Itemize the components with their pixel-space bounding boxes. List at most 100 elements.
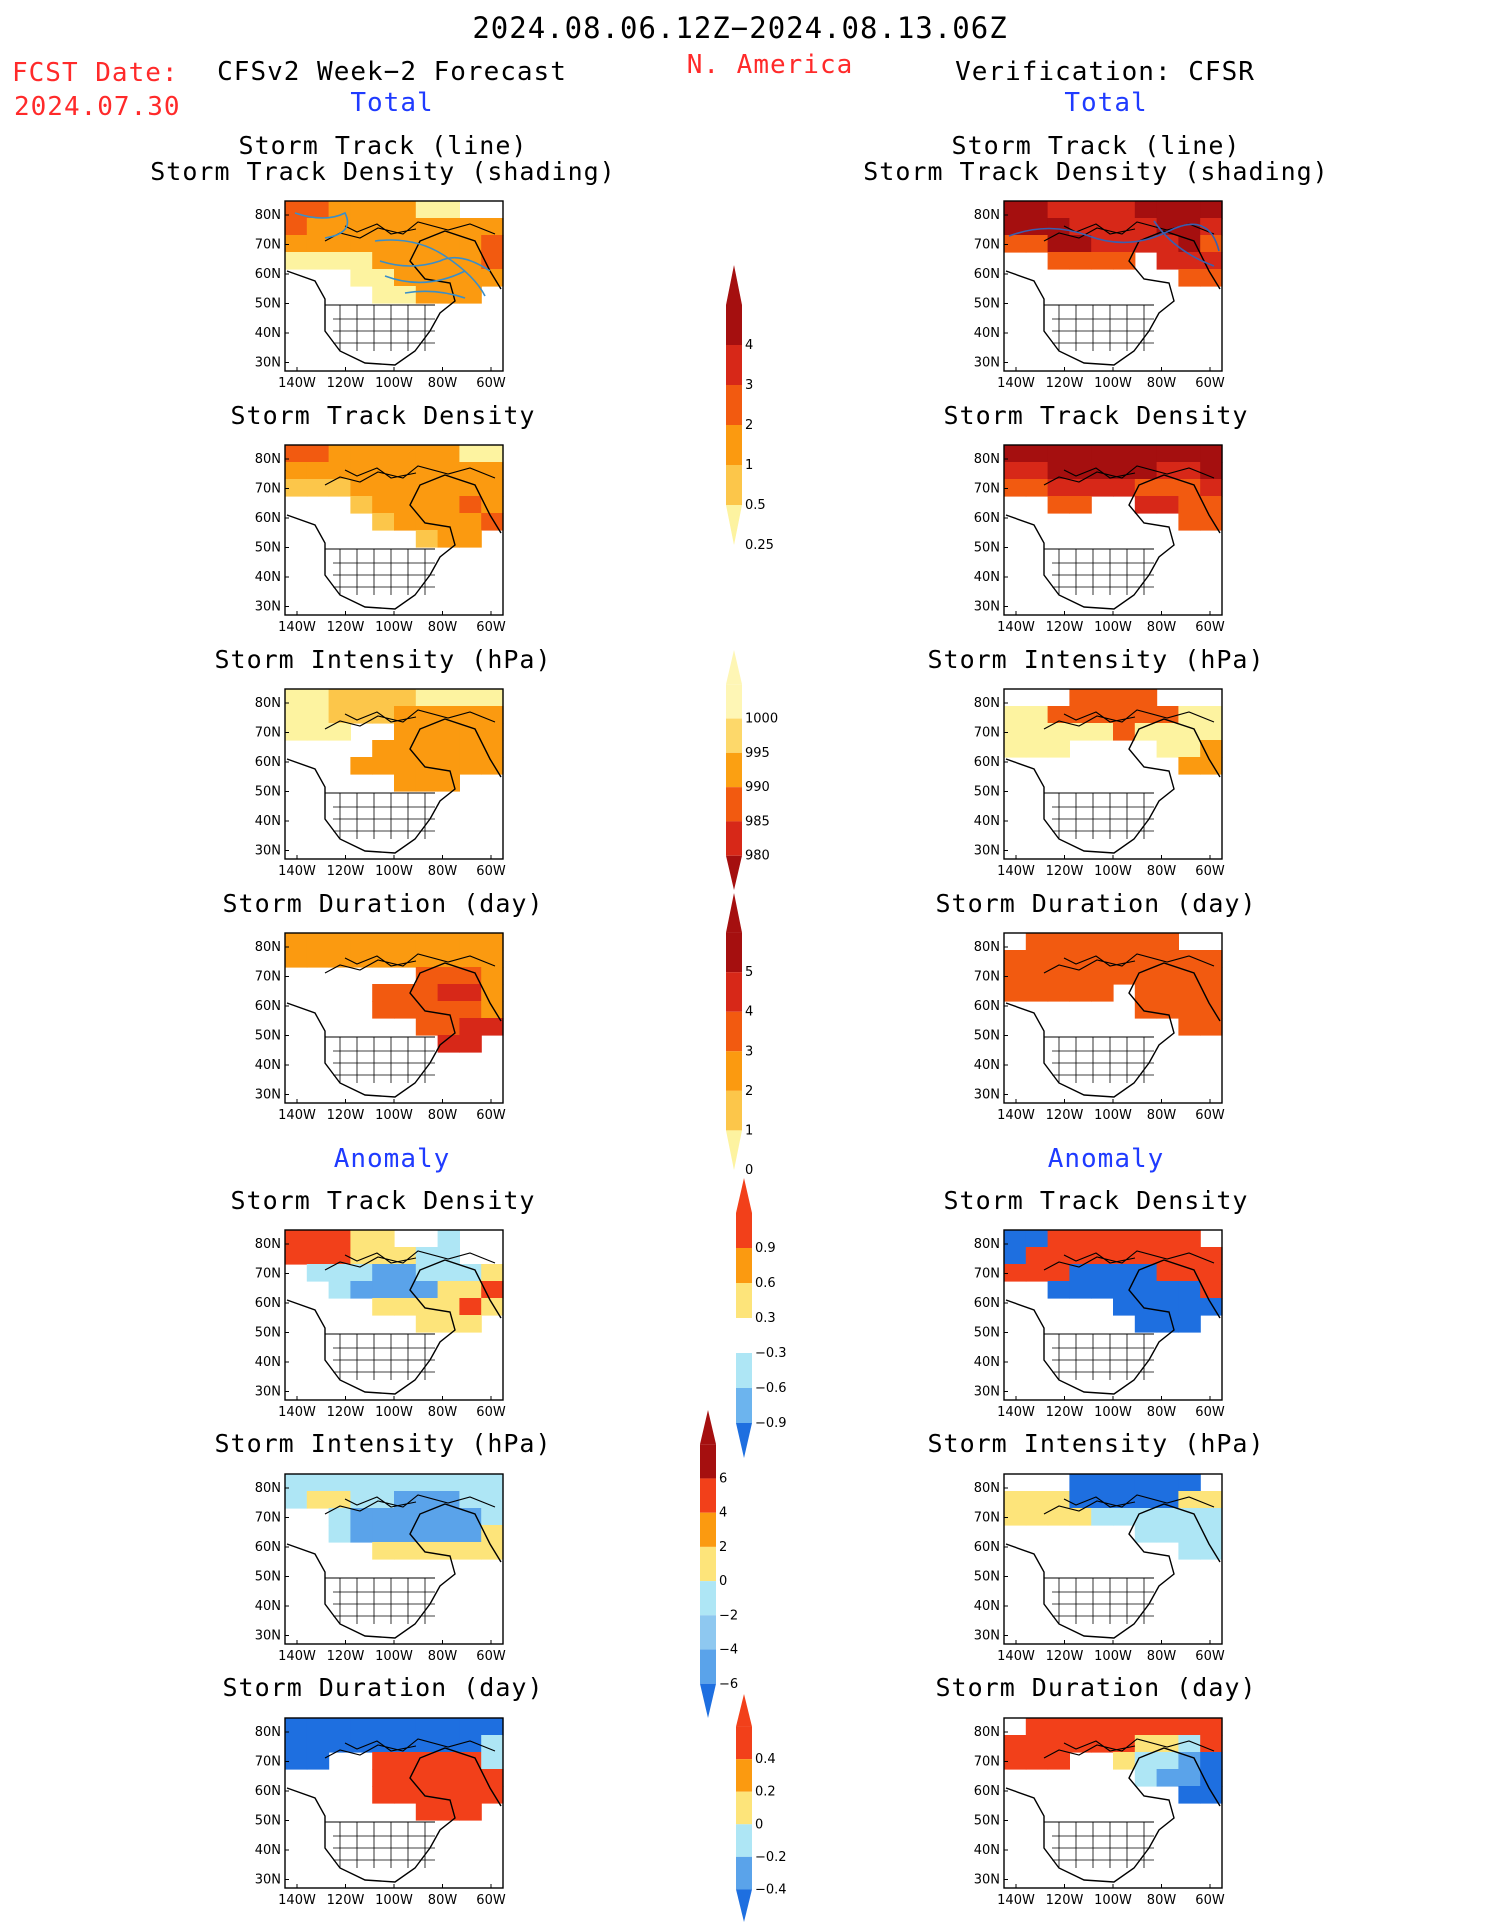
heat-cell bbox=[1047, 1264, 1070, 1282]
heat-cell bbox=[459, 984, 482, 1002]
heat-cell bbox=[372, 1542, 395, 1560]
heat-cell bbox=[459, 1769, 482, 1787]
heat-cell bbox=[394, 740, 417, 758]
heat-cell bbox=[1025, 479, 1049, 497]
lon-tick-label: 100W bbox=[375, 1893, 413, 1908]
heat-cell bbox=[1156, 1298, 1179, 1316]
heat-cell bbox=[1156, 1718, 1179, 1736]
panel-title: Storm Track Density bbox=[230, 1186, 536, 1215]
heat-cell bbox=[1069, 689, 1092, 707]
colorbar-cell bbox=[726, 684, 742, 719]
lon-tick-label: 60W bbox=[476, 1893, 506, 1908]
lat-tick-label: 70N bbox=[255, 1267, 281, 1282]
heat-cell bbox=[1200, 757, 1223, 775]
heat-cell bbox=[481, 1786, 504, 1804]
heat-cell bbox=[1178, 513, 1201, 531]
heat-cell bbox=[1047, 218, 1070, 236]
heat-cell bbox=[372, 933, 395, 951]
heat-cell bbox=[372, 479, 395, 497]
heat-cell bbox=[437, 1769, 460, 1787]
heat-cell bbox=[350, 1230, 373, 1248]
heat-cell bbox=[1091, 445, 1114, 463]
lat-tick-label: 50N bbox=[255, 297, 281, 312]
heat-cell bbox=[328, 950, 351, 968]
heat-cell bbox=[1069, 1230, 1092, 1248]
heat-cell bbox=[394, 218, 417, 236]
heat-cell bbox=[328, 723, 351, 741]
heat-cell bbox=[459, 462, 482, 480]
lon-tick-label: 140W bbox=[278, 1108, 316, 1123]
lat-tick-label: 30N bbox=[974, 844, 1000, 859]
heat-cell bbox=[1134, 1718, 1158, 1736]
colorbar-cell bbox=[726, 305, 742, 345]
lon-tick-label: 140W bbox=[997, 1108, 1035, 1123]
panel-title: Storm Duration (day) bbox=[935, 1673, 1257, 1702]
heat-cell bbox=[1134, 1230, 1158, 1248]
heat-cell bbox=[285, 218, 308, 236]
heat-cell bbox=[1047, 984, 1070, 1002]
colorbar-density_anom: 0.9 0.6 0.3 −0.3 −0.6 −0.9 bbox=[736, 1178, 787, 1458]
colorbar-label: 0.4 bbox=[755, 1752, 776, 1767]
fcst-date-label: FCST Date: bbox=[12, 58, 179, 88]
heat-cell bbox=[1069, 1508, 1092, 1526]
heat-cell bbox=[1004, 950, 1027, 968]
heat-cell bbox=[1134, 1769, 1158, 1787]
coastline bbox=[286, 474, 502, 610]
heat-cell bbox=[459, 950, 482, 968]
lat-tick-label: 70N bbox=[255, 1511, 281, 1526]
heat-cell bbox=[415, 933, 439, 951]
heat-cell bbox=[1156, 1508, 1179, 1526]
panel-title: Storm Duration (day) bbox=[222, 1673, 544, 1702]
heat-cell bbox=[1091, 1508, 1114, 1526]
arctic-islands bbox=[324, 953, 496, 974]
heat-cell bbox=[459, 933, 482, 951]
heat-cell bbox=[1069, 252, 1092, 270]
lat-tick-label: 70N bbox=[974, 1755, 1000, 1770]
lon-tick-label: 80W bbox=[428, 376, 458, 391]
lat-tick-label: 40N bbox=[255, 570, 281, 585]
lat-tick-label: 80N bbox=[974, 208, 1000, 223]
heat-cell bbox=[1178, 218, 1201, 236]
heat-cell bbox=[306, 723, 330, 741]
colorbar-label: 0.2 bbox=[755, 1785, 776, 1800]
lon-tick-label: 120W bbox=[327, 1649, 365, 1664]
colorbar-label: 5 bbox=[745, 965, 753, 980]
heat-cell bbox=[1178, 1315, 1201, 1333]
heat-cell bbox=[415, 286, 439, 304]
colorbar-label: 0.5 bbox=[745, 498, 766, 513]
colorbar-label: −0.4 bbox=[755, 1882, 787, 1897]
heat-cell bbox=[394, 235, 417, 253]
heat-cell bbox=[1025, 201, 1049, 219]
heat-cell bbox=[1025, 1735, 1049, 1753]
heat-cell bbox=[1047, 1491, 1070, 1509]
heat-cell bbox=[372, 218, 395, 236]
heat-cell bbox=[1113, 235, 1136, 253]
heat-cell bbox=[372, 1718, 395, 1736]
heat-cell bbox=[1178, 1491, 1201, 1509]
panel-title: Storm Intensity (hPa) bbox=[927, 1429, 1265, 1458]
heat-cell bbox=[1069, 1718, 1092, 1736]
lat-tick-label: 30N bbox=[974, 1385, 1000, 1400]
heat-cell bbox=[394, 1247, 417, 1265]
heat-cell bbox=[1178, 1474, 1201, 1492]
heat-cell bbox=[350, 1281, 373, 1299]
heat-cell bbox=[285, 1230, 308, 1248]
heat-cell bbox=[437, 1315, 460, 1333]
heat-cell bbox=[306, 218, 330, 236]
heat-cell bbox=[1047, 462, 1070, 480]
heat-cell bbox=[481, 1264, 504, 1282]
heat-cell bbox=[328, 1247, 351, 1265]
lon-tick-label: 100W bbox=[1094, 1405, 1132, 1420]
heat-cell bbox=[1069, 933, 1092, 951]
heat-cell bbox=[1113, 1491, 1136, 1509]
map-panel: 80N 70N 60N 50N 40N 30N 140W 120W 100W 80W 60W bbox=[974, 932, 1225, 1123]
heat-cell bbox=[285, 201, 308, 219]
heat-cell bbox=[1025, 740, 1049, 758]
heat-cell bbox=[1156, 1474, 1179, 1492]
lon-tick-label: 120W bbox=[1046, 1649, 1084, 1664]
lon-tick-label: 60W bbox=[1195, 1893, 1225, 1908]
heat-cell bbox=[394, 1525, 417, 1543]
heat-cell bbox=[328, 445, 351, 463]
heat-cell bbox=[1069, 723, 1092, 741]
region-label: N. America bbox=[686, 50, 854, 80]
